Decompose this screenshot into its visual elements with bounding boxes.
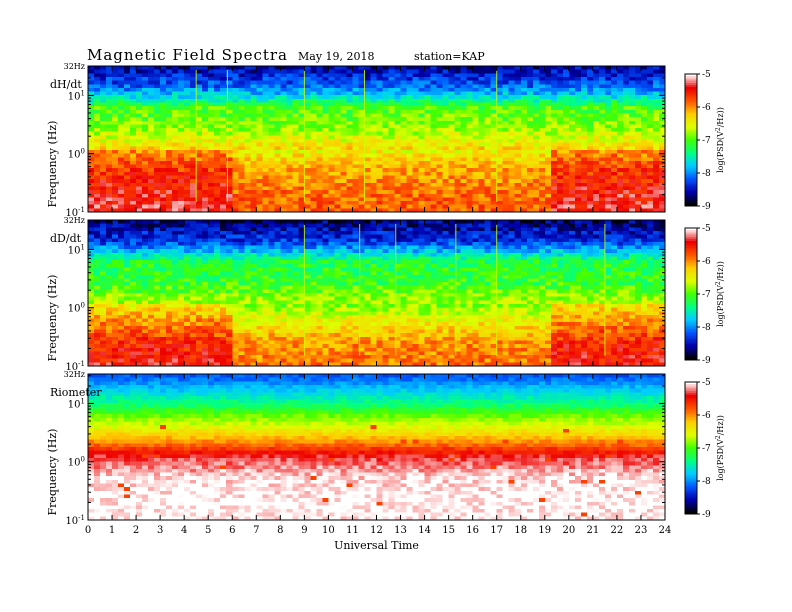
colorbar-tick-label: -8 <box>702 169 711 179</box>
x-tick-label: 16 <box>466 525 479 536</box>
colorbar-label: log(PSD(V2/Hz)) <box>715 107 726 173</box>
x-tick-label: 4 <box>181 525 187 536</box>
x-tick-label: 6 <box>229 525 235 536</box>
x-tick-label: 15 <box>442 525 455 536</box>
colorbar-tick-label: -9 <box>702 202 711 212</box>
chart-date: May 19, 2018 <box>298 50 375 63</box>
y-axis-label: Frequency (Hz) <box>46 275 59 362</box>
x-tick-label: 3 <box>157 525 163 536</box>
colorbar-tick-label: -6 <box>702 411 711 421</box>
y-tick-label: 101 <box>68 243 85 256</box>
y-tick-label: 32Hz <box>64 62 85 71</box>
y-tick-label: 32Hz <box>64 370 85 379</box>
y-tick-label: 10-1 <box>65 514 85 527</box>
panel-label: Riometer <box>50 386 102 399</box>
colorbar-tick-label: -5 <box>702 70 711 80</box>
colorbar <box>685 74 697 207</box>
colorbar-tick-label: -7 <box>702 290 711 300</box>
y-tick-label: 100 <box>68 456 85 469</box>
y-tick-label: 100 <box>68 148 85 161</box>
x-tick-label: 20 <box>562 525 575 536</box>
x-tick-label: 23 <box>635 525 648 536</box>
panel-label: dD/dt <box>50 232 82 245</box>
x-tick-label: 11 <box>346 525 359 536</box>
colorbar-tick-label: -5 <box>702 378 711 388</box>
colorbar-label: log(PSD(V2/Hz)) <box>715 415 726 481</box>
y-tick-label: 32Hz <box>64 216 85 225</box>
colorbar-tick-label: -7 <box>702 444 711 454</box>
colorbar-tick-label: -8 <box>702 323 711 333</box>
colorbar-tick-label: -6 <box>702 103 711 113</box>
y-tick-label: 100 <box>68 302 85 315</box>
colorbar <box>685 228 697 361</box>
y-tick-label: 101 <box>68 89 85 102</box>
x-tick-label: 5 <box>205 525 211 536</box>
y-axis-label: Frequency (Hz) <box>46 429 59 516</box>
chart-title: Magnetic Field Spectra <box>87 46 288 64</box>
x-tick-label: 21 <box>587 525 600 536</box>
spectrogram-heatmap <box>88 66 666 213</box>
x-tick-label: 18 <box>514 525 527 536</box>
colorbar-tick-label: -9 <box>702 356 711 366</box>
x-tick-label: 9 <box>301 525 307 536</box>
colorbar-tick-label: -6 <box>702 257 711 267</box>
x-tick-label: 19 <box>538 525 551 536</box>
x-tick-label: 0 <box>85 525 91 536</box>
y-tick-label: 101 <box>68 397 85 410</box>
panel-label: dH/dt <box>50 78 82 91</box>
colorbar-label: log(PSD(V2/Hz)) <box>715 261 726 327</box>
x-tick-label: 2 <box>133 525 139 536</box>
station-label: station=KAP <box>414 50 485 63</box>
x-axis-label: Universal Time <box>334 539 419 552</box>
x-tick-label: 12 <box>370 525 383 536</box>
x-tick-label: 1 <box>109 525 115 536</box>
x-tick-label: 10 <box>322 525 335 536</box>
y-axis-label: Frequency (Hz) <box>46 121 59 208</box>
x-tick-label: 8 <box>277 525 283 536</box>
colorbar-tick-label: -8 <box>702 477 711 487</box>
spectrogram-heatmap <box>88 374 666 521</box>
x-tick-label: 24 <box>659 525 672 536</box>
x-tick-label: 14 <box>418 525 431 536</box>
x-tick-label: 7 <box>253 525 259 536</box>
spectrogram-heatmap <box>88 220 666 367</box>
colorbar-tick-label: -5 <box>702 224 711 234</box>
colorbar-tick-label: -7 <box>702 136 711 146</box>
x-tick-label: 22 <box>611 525 624 536</box>
colorbar <box>685 382 697 515</box>
x-tick-label: 13 <box>394 525 407 536</box>
spectrogram-panel-3: 32Hz 101 100 10-1 Riometer Frequency (Hz) -5 -6… <box>46 370 725 527</box>
colorbar-tick-label: -9 <box>702 510 711 520</box>
x-tick-label: 17 <box>490 525 503 536</box>
